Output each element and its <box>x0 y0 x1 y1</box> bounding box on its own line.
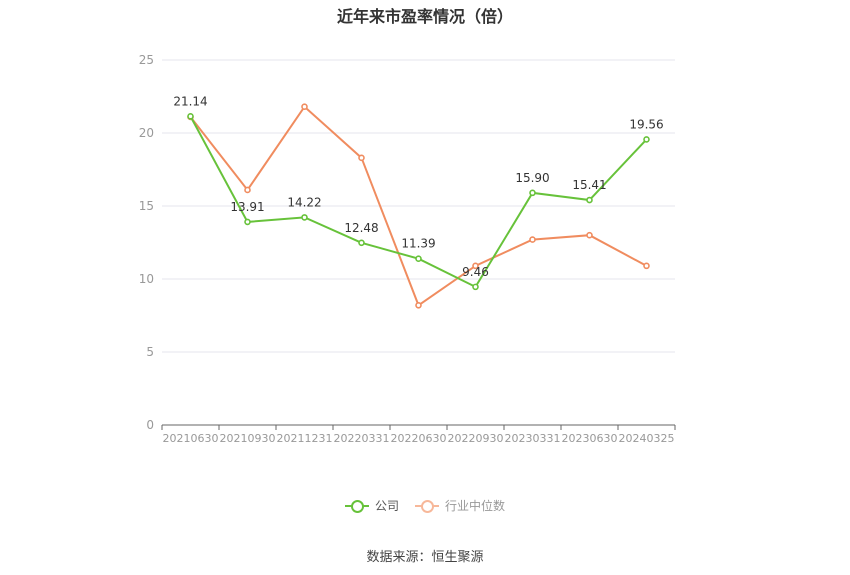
legend-company-marker-icon <box>344 499 369 513</box>
y-tick-label: 15 <box>139 199 154 213</box>
y-tick-label: 0 <box>146 418 154 432</box>
x-tick-label: 20230331 <box>505 432 561 445</box>
data-source: 数据来源：恒生聚源 <box>366 550 484 565</box>
data-point-industry <box>415 301 422 309</box>
data-point-industry <box>643 262 650 270</box>
data-label: 9.46 <box>462 265 489 279</box>
data-point-company <box>244 218 251 226</box>
chart-legend: 公司 行业中位数 <box>0 497 850 514</box>
data-point-industry <box>301 103 308 111</box>
data-label: 21.14 <box>173 94 207 108</box>
x-tick-label: 20210630 <box>163 432 219 445</box>
x-tick-label: 20220930 <box>448 432 504 445</box>
data-point-company <box>301 214 308 221</box>
legend-industry-marker-icon <box>415 499 439 513</box>
x-tick-label: 20220331 <box>334 432 390 445</box>
data-point-industry <box>244 186 251 194</box>
data-point-industry <box>358 154 365 162</box>
data-label: 15.90 <box>515 171 549 185</box>
x-tick-label: 20230630 <box>562 432 618 445</box>
data-label: 19.56 <box>629 117 663 131</box>
data-point-industry <box>529 236 536 243</box>
legend-item-industry[interactable]: 行业中位数 <box>415 497 505 514</box>
x-tick-label: 20220630 <box>391 432 447 445</box>
data-point-company <box>529 189 536 197</box>
data-point-industry <box>586 231 593 239</box>
data-label: 13.91 <box>230 200 264 214</box>
data-label: 15.41 <box>572 178 606 192</box>
data-point-company <box>187 113 194 120</box>
legend-item-company[interactable]: 公司 <box>344 497 399 514</box>
data-label: 11.39 <box>401 237 435 251</box>
legend-industry-label: 行业中位数 <box>445 499 506 513</box>
data-point-company <box>643 136 650 143</box>
y-tick-label: 25 <box>139 53 154 67</box>
chart-title: 近年来市盈率情况（倍） <box>336 7 513 26</box>
y-tick-label: 10 <box>139 272 154 286</box>
legend-company-label: 公司 <box>374 499 399 513</box>
y-tick-label: 20 <box>139 126 154 140</box>
data-label: 14.22 <box>287 195 321 209</box>
data-point-company <box>358 239 365 247</box>
data-point-company <box>472 283 479 291</box>
data-point-company <box>415 255 422 263</box>
x-tick-label: 20240325 <box>619 432 675 445</box>
data-label: 12.48 <box>344 221 378 235</box>
y-tick-label: 5 <box>146 345 154 359</box>
data-point-industry <box>472 262 479 270</box>
x-tick-label: 20211231 <box>277 432 333 445</box>
data-point-company <box>586 196 593 204</box>
x-tick-label: 20210930 <box>220 432 276 445</box>
